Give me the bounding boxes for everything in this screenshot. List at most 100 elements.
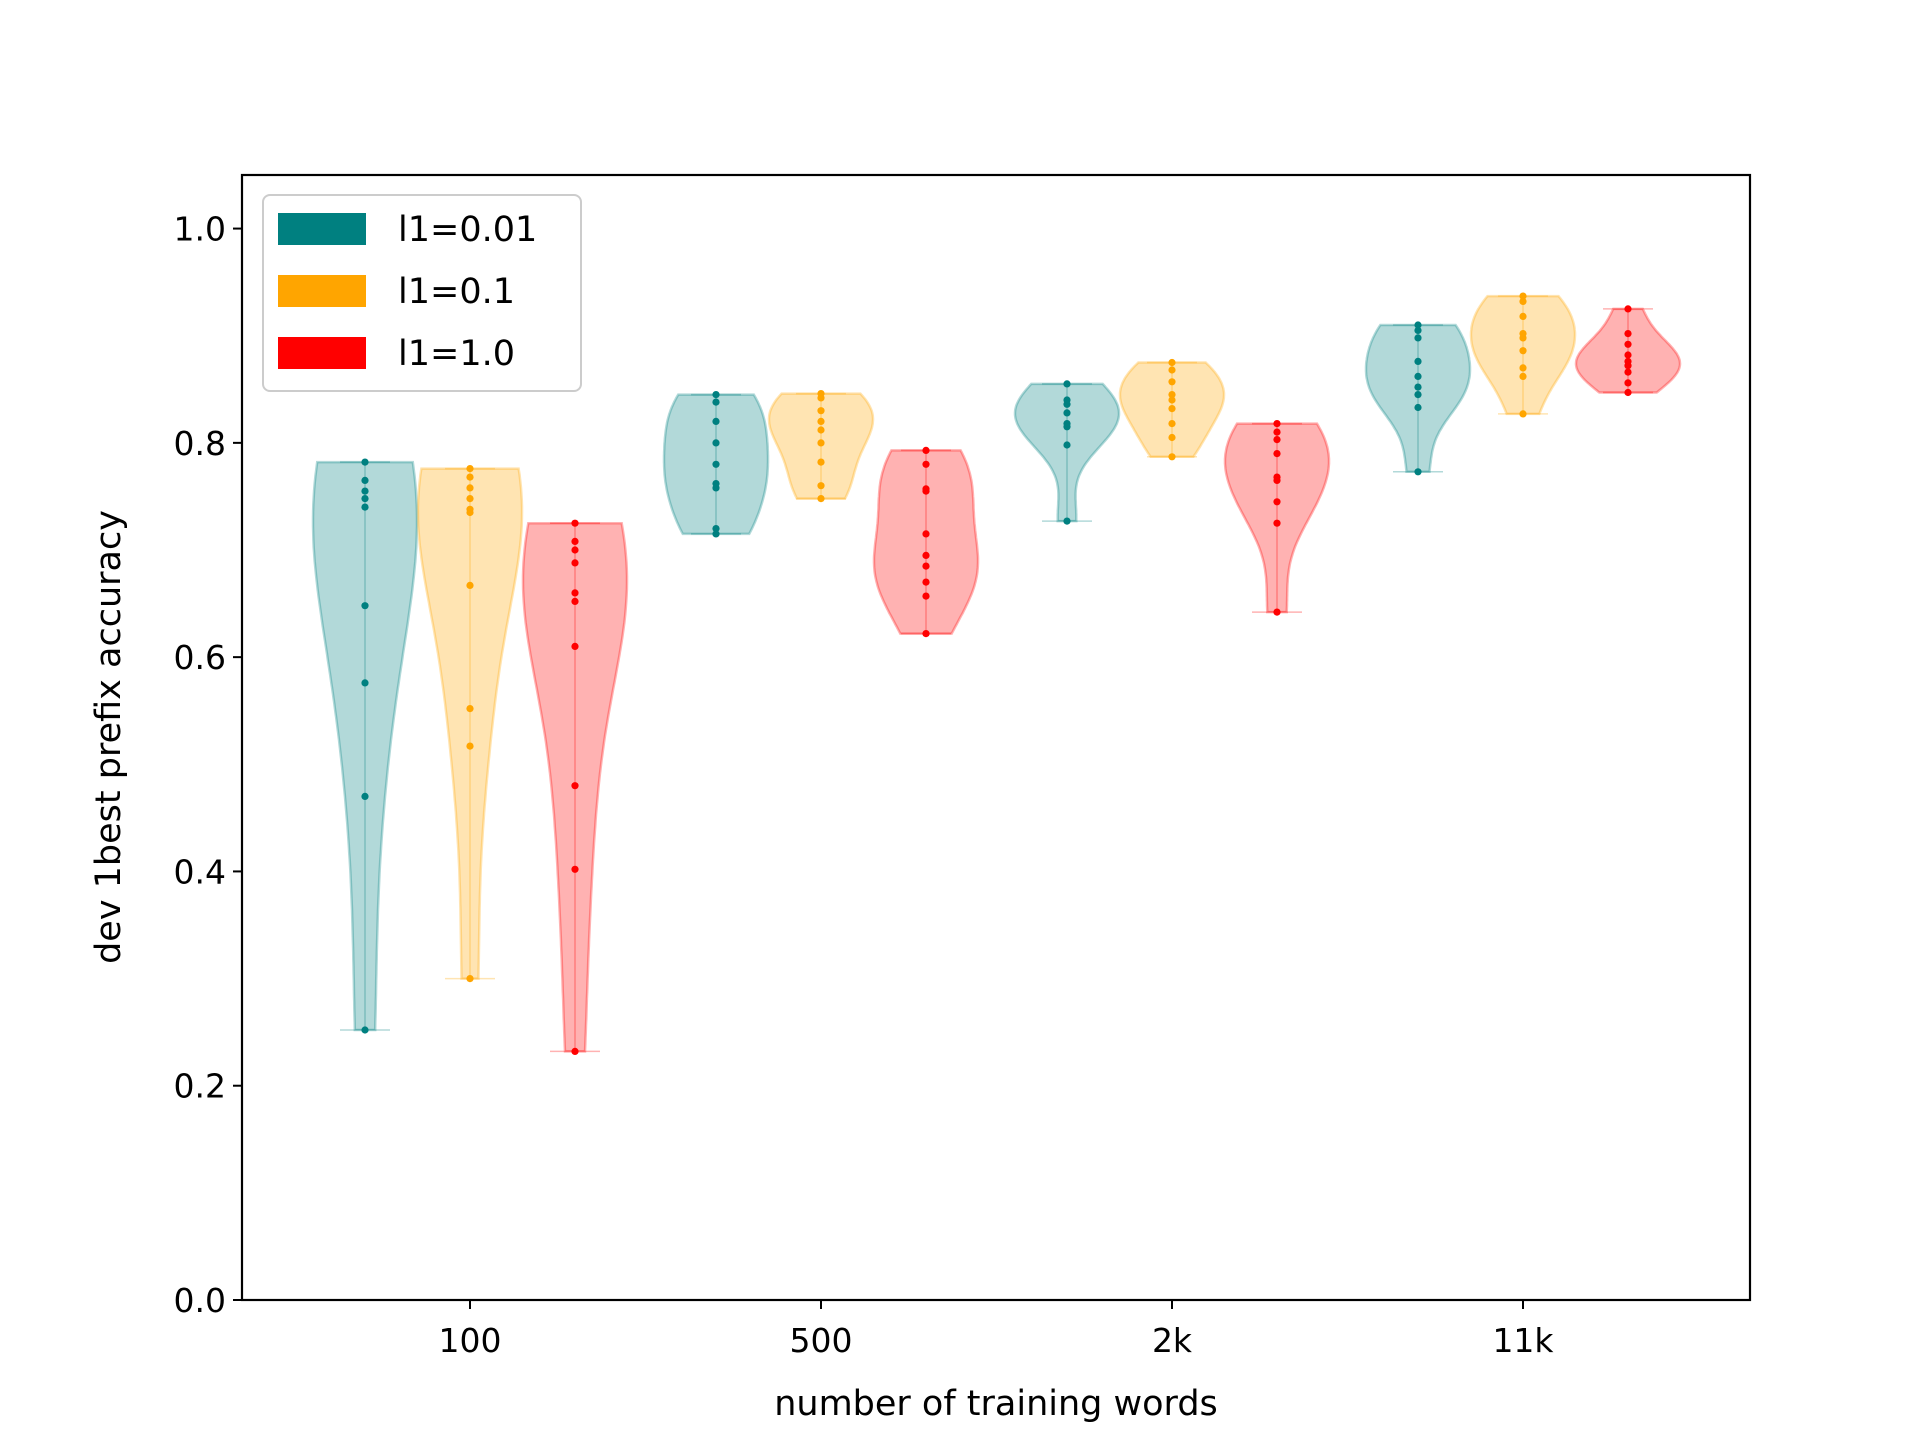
y-tick-label: 0.6 (174, 638, 226, 677)
data-point (1624, 362, 1632, 370)
y-tick-label: 0.4 (174, 852, 226, 891)
data-point (1414, 357, 1422, 365)
data-point (466, 975, 474, 983)
data-point (1519, 292, 1527, 300)
data-point (1414, 326, 1422, 334)
data-point (817, 458, 825, 466)
violins-layer (311, 292, 1682, 1055)
data-point (712, 391, 720, 399)
legend-label: l1=0.1 (398, 272, 515, 312)
data-point (361, 792, 369, 801)
data-point (1414, 334, 1422, 342)
data-point (361, 487, 369, 495)
violin-group (1364, 321, 1472, 476)
violin-group (521, 519, 629, 1055)
violin-body (1013, 382, 1121, 523)
data-point (571, 642, 579, 651)
data-point (1414, 372, 1422, 380)
violin-group (1118, 358, 1226, 461)
x-tick-label: 100 (439, 1321, 502, 1360)
data-point (712, 525, 720, 533)
data-point (817, 417, 825, 425)
data-point (1624, 379, 1632, 387)
data-point (1273, 420, 1281, 428)
data-point (1273, 608, 1281, 616)
data-point (1414, 468, 1422, 476)
data-point (361, 1026, 369, 1034)
plot-area-frame (240, 173, 1752, 1302)
data-point (466, 484, 474, 492)
data-point (466, 508, 474, 517)
legend-swatch (278, 213, 366, 245)
violin-group (872, 446, 980, 638)
data-point (922, 592, 930, 600)
data-point (1624, 368, 1632, 376)
violin-body (1364, 323, 1472, 474)
data-point (571, 546, 579, 554)
data-point (1519, 312, 1527, 320)
data-point (712, 530, 720, 538)
data-point (922, 530, 930, 538)
x-tick-label: 500 (790, 1321, 853, 1360)
data-point (1519, 410, 1527, 418)
violin-body (1223, 422, 1331, 614)
x-tick-label: 2k (1152, 1321, 1193, 1360)
data-point (1168, 420, 1176, 428)
data-point (1063, 441, 1071, 449)
x-axis-title: number of training words (774, 1384, 1218, 1424)
x-tick-label: 11k (1492, 1321, 1554, 1360)
violin-body (872, 449, 980, 635)
y-axis-title: dev 1best prefix accuracy (89, 510, 129, 964)
legend-swatch (278, 275, 366, 307)
data-point (466, 465, 474, 473)
legend: l1=0.01 l1=0.1 l1=1.0 (262, 194, 582, 392)
data-point (361, 476, 369, 484)
violin-group (662, 391, 770, 538)
data-point (1624, 351, 1632, 359)
y-axis: 0.0 0.2 0.4 0.6 0.8 1.0 (174, 210, 242, 1320)
data-point (466, 742, 474, 750)
data-point (1624, 388, 1632, 397)
data-point (1273, 498, 1281, 506)
data-point (1168, 453, 1176, 461)
data-point (1414, 383, 1422, 391)
data-point (571, 559, 579, 567)
data-point (1168, 378, 1176, 386)
data-point (817, 394, 825, 402)
data-point (922, 551, 930, 560)
data-point (1519, 372, 1527, 380)
data-point (1624, 340, 1632, 348)
data-point (361, 458, 369, 466)
violin-body (311, 460, 419, 1032)
data-point (1168, 405, 1176, 413)
violin-body (1469, 294, 1577, 416)
data-point (817, 407, 825, 415)
x-axis: 100 500 2k 11k (439, 1300, 1554, 1360)
y-tick-label: 0.2 (174, 1067, 226, 1106)
y-tick-label: 0.0 (174, 1281, 226, 1320)
data-point (1168, 396, 1176, 404)
data-point (571, 1047, 579, 1055)
violin-group (1469, 292, 1577, 418)
data-point (1168, 391, 1176, 399)
data-point (1414, 403, 1422, 412)
data-point (817, 482, 825, 490)
data-point (922, 487, 930, 495)
data-point (712, 417, 720, 425)
data-point (571, 597, 579, 606)
data-point (1273, 519, 1281, 527)
data-point (1168, 366, 1176, 374)
violin-body (416, 467, 524, 980)
data-point (466, 581, 474, 590)
legend-label: l1=0.01 (398, 210, 537, 250)
data-point (922, 578, 930, 586)
data-point (817, 426, 825, 434)
violin-group (1574, 305, 1682, 397)
data-point (817, 439, 825, 447)
legend-swatch (278, 337, 366, 369)
violin-group (1223, 420, 1331, 616)
data-point (571, 589, 579, 597)
data-point (712, 439, 720, 447)
violin-group (311, 458, 419, 1034)
